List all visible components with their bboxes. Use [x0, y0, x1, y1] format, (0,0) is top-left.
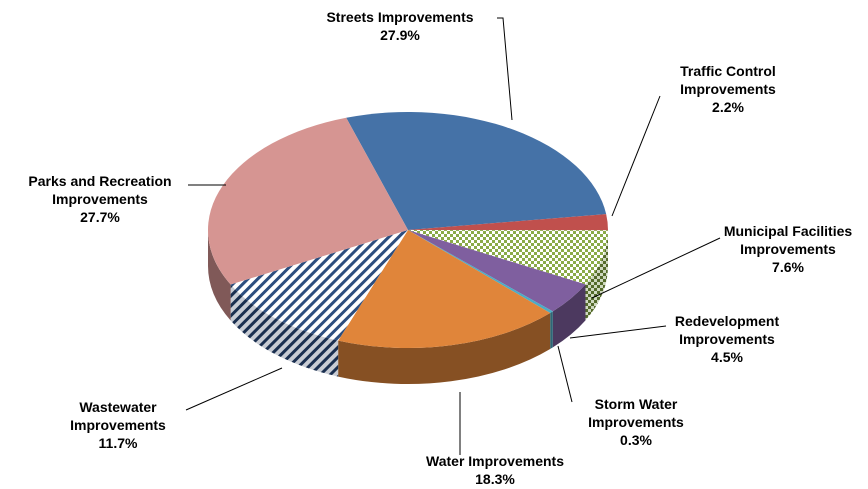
leader-line — [557, 345, 573, 403]
slice — [408, 230, 608, 285]
value-label: 0.3% — [620, 432, 652, 448]
slice — [346, 111, 607, 230]
leader-line — [185, 367, 283, 411]
value-label: 7.6% — [772, 259, 804, 275]
slice-side — [338, 312, 551, 384]
value-label: 2.2% — [712, 99, 744, 115]
slice-side — [208, 230, 231, 321]
value-label: 11.7% — [98, 435, 138, 451]
leader-line — [611, 95, 661, 217]
category-label: Water Improvements — [426, 453, 564, 469]
value-label: 18.3% — [475, 471, 515, 487]
data-label: Streets Improvements 27.9% — [300, 8, 500, 44]
category-label: Storm Water Improvements — [588, 396, 684, 430]
data-label: Municipal Facilities Improvements 7.6% — [708, 222, 868, 276]
category-label: Wastewater Improvements — [70, 399, 166, 433]
slice-side — [230, 284, 339, 377]
value-label: 27.9% — [380, 27, 420, 43]
data-label: Wastewater Improvements 11.7% — [53, 398, 183, 452]
slice-side — [552, 284, 586, 348]
leader-line — [591, 237, 721, 299]
value-label: 4.5% — [711, 349, 743, 365]
data-label: Water Improvements 18.3% — [405, 452, 585, 488]
slice — [408, 230, 586, 312]
category-label: Traffic Control Improvements — [680, 63, 776, 97]
slice — [207, 117, 408, 285]
leader-line — [497, 17, 513, 121]
category-label: Redevelopment Improvements — [674, 313, 780, 347]
slice — [338, 230, 551, 348]
category-label: Streets Improvements — [326, 9, 474, 25]
slice — [230, 230, 408, 341]
slice — [408, 230, 553, 313]
slice-side — [550, 311, 553, 349]
value-label: 27.7% — [80, 209, 120, 225]
category-label: Parks and Recreation Improvements — [28, 173, 172, 207]
data-label: Storm Water Improvements 0.3% — [571, 395, 701, 449]
data-label: Parks and Recreation Improvements 27.7% — [15, 172, 185, 226]
data-label: Traffic Control Improvements 2.2% — [663, 62, 793, 116]
slice-side — [585, 230, 608, 321]
data-label: Redevelopment Improvements 4.5% — [662, 312, 792, 366]
category-label: Municipal Facilities Improvements — [723, 223, 853, 257]
leader-line — [569, 325, 667, 339]
slice — [408, 214, 609, 231]
